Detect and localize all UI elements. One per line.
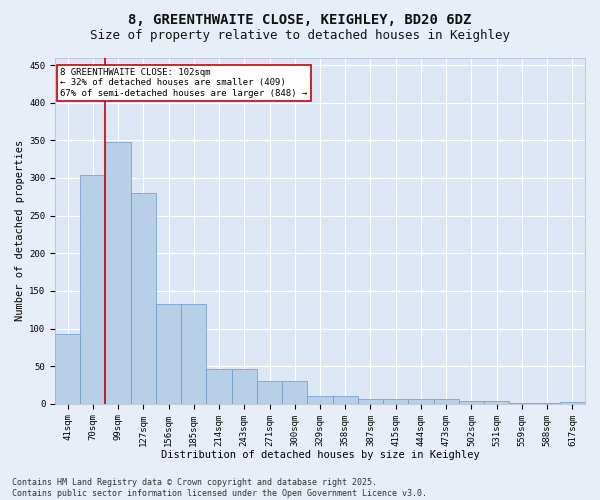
Bar: [383, 398, 409, 404]
Text: Contains HM Land Registry data © Crown copyright and database right 2025.
Contai: Contains HM Land Registry data © Crown c…: [12, 478, 427, 498]
Text: Size of property relative to detached houses in Keighley: Size of property relative to detached ho…: [90, 29, 510, 42]
Bar: [156, 304, 181, 404]
Text: 8, GREENTHWAITE CLOSE, KEIGHLEY, BD20 6DZ: 8, GREENTHWAITE CLOSE, KEIGHLEY, BD20 6D…: [128, 12, 472, 26]
Y-axis label: Number of detached properties: Number of detached properties: [15, 140, 25, 322]
Bar: [80, 175, 106, 404]
Bar: [409, 400, 434, 404]
Bar: [434, 400, 459, 404]
Bar: [206, 369, 232, 404]
X-axis label: Distribution of detached houses by size in Keighley: Distribution of detached houses by size …: [161, 450, 479, 460]
Bar: [282, 382, 307, 404]
Bar: [257, 382, 282, 404]
Bar: [55, 334, 80, 404]
Bar: [131, 193, 156, 404]
Bar: [509, 403, 535, 404]
Bar: [106, 142, 131, 404]
Bar: [307, 396, 332, 404]
Bar: [332, 396, 358, 404]
Bar: [535, 403, 560, 404]
Bar: [181, 304, 206, 404]
Bar: [484, 401, 509, 404]
Text: 8 GREENTHWAITE CLOSE: 102sqm
← 32% of detached houses are smaller (409)
67% of s: 8 GREENTHWAITE CLOSE: 102sqm ← 32% of de…: [61, 68, 308, 98]
Bar: [560, 402, 585, 404]
Bar: [232, 369, 257, 404]
Bar: [358, 398, 383, 404]
Bar: [459, 401, 484, 404]
